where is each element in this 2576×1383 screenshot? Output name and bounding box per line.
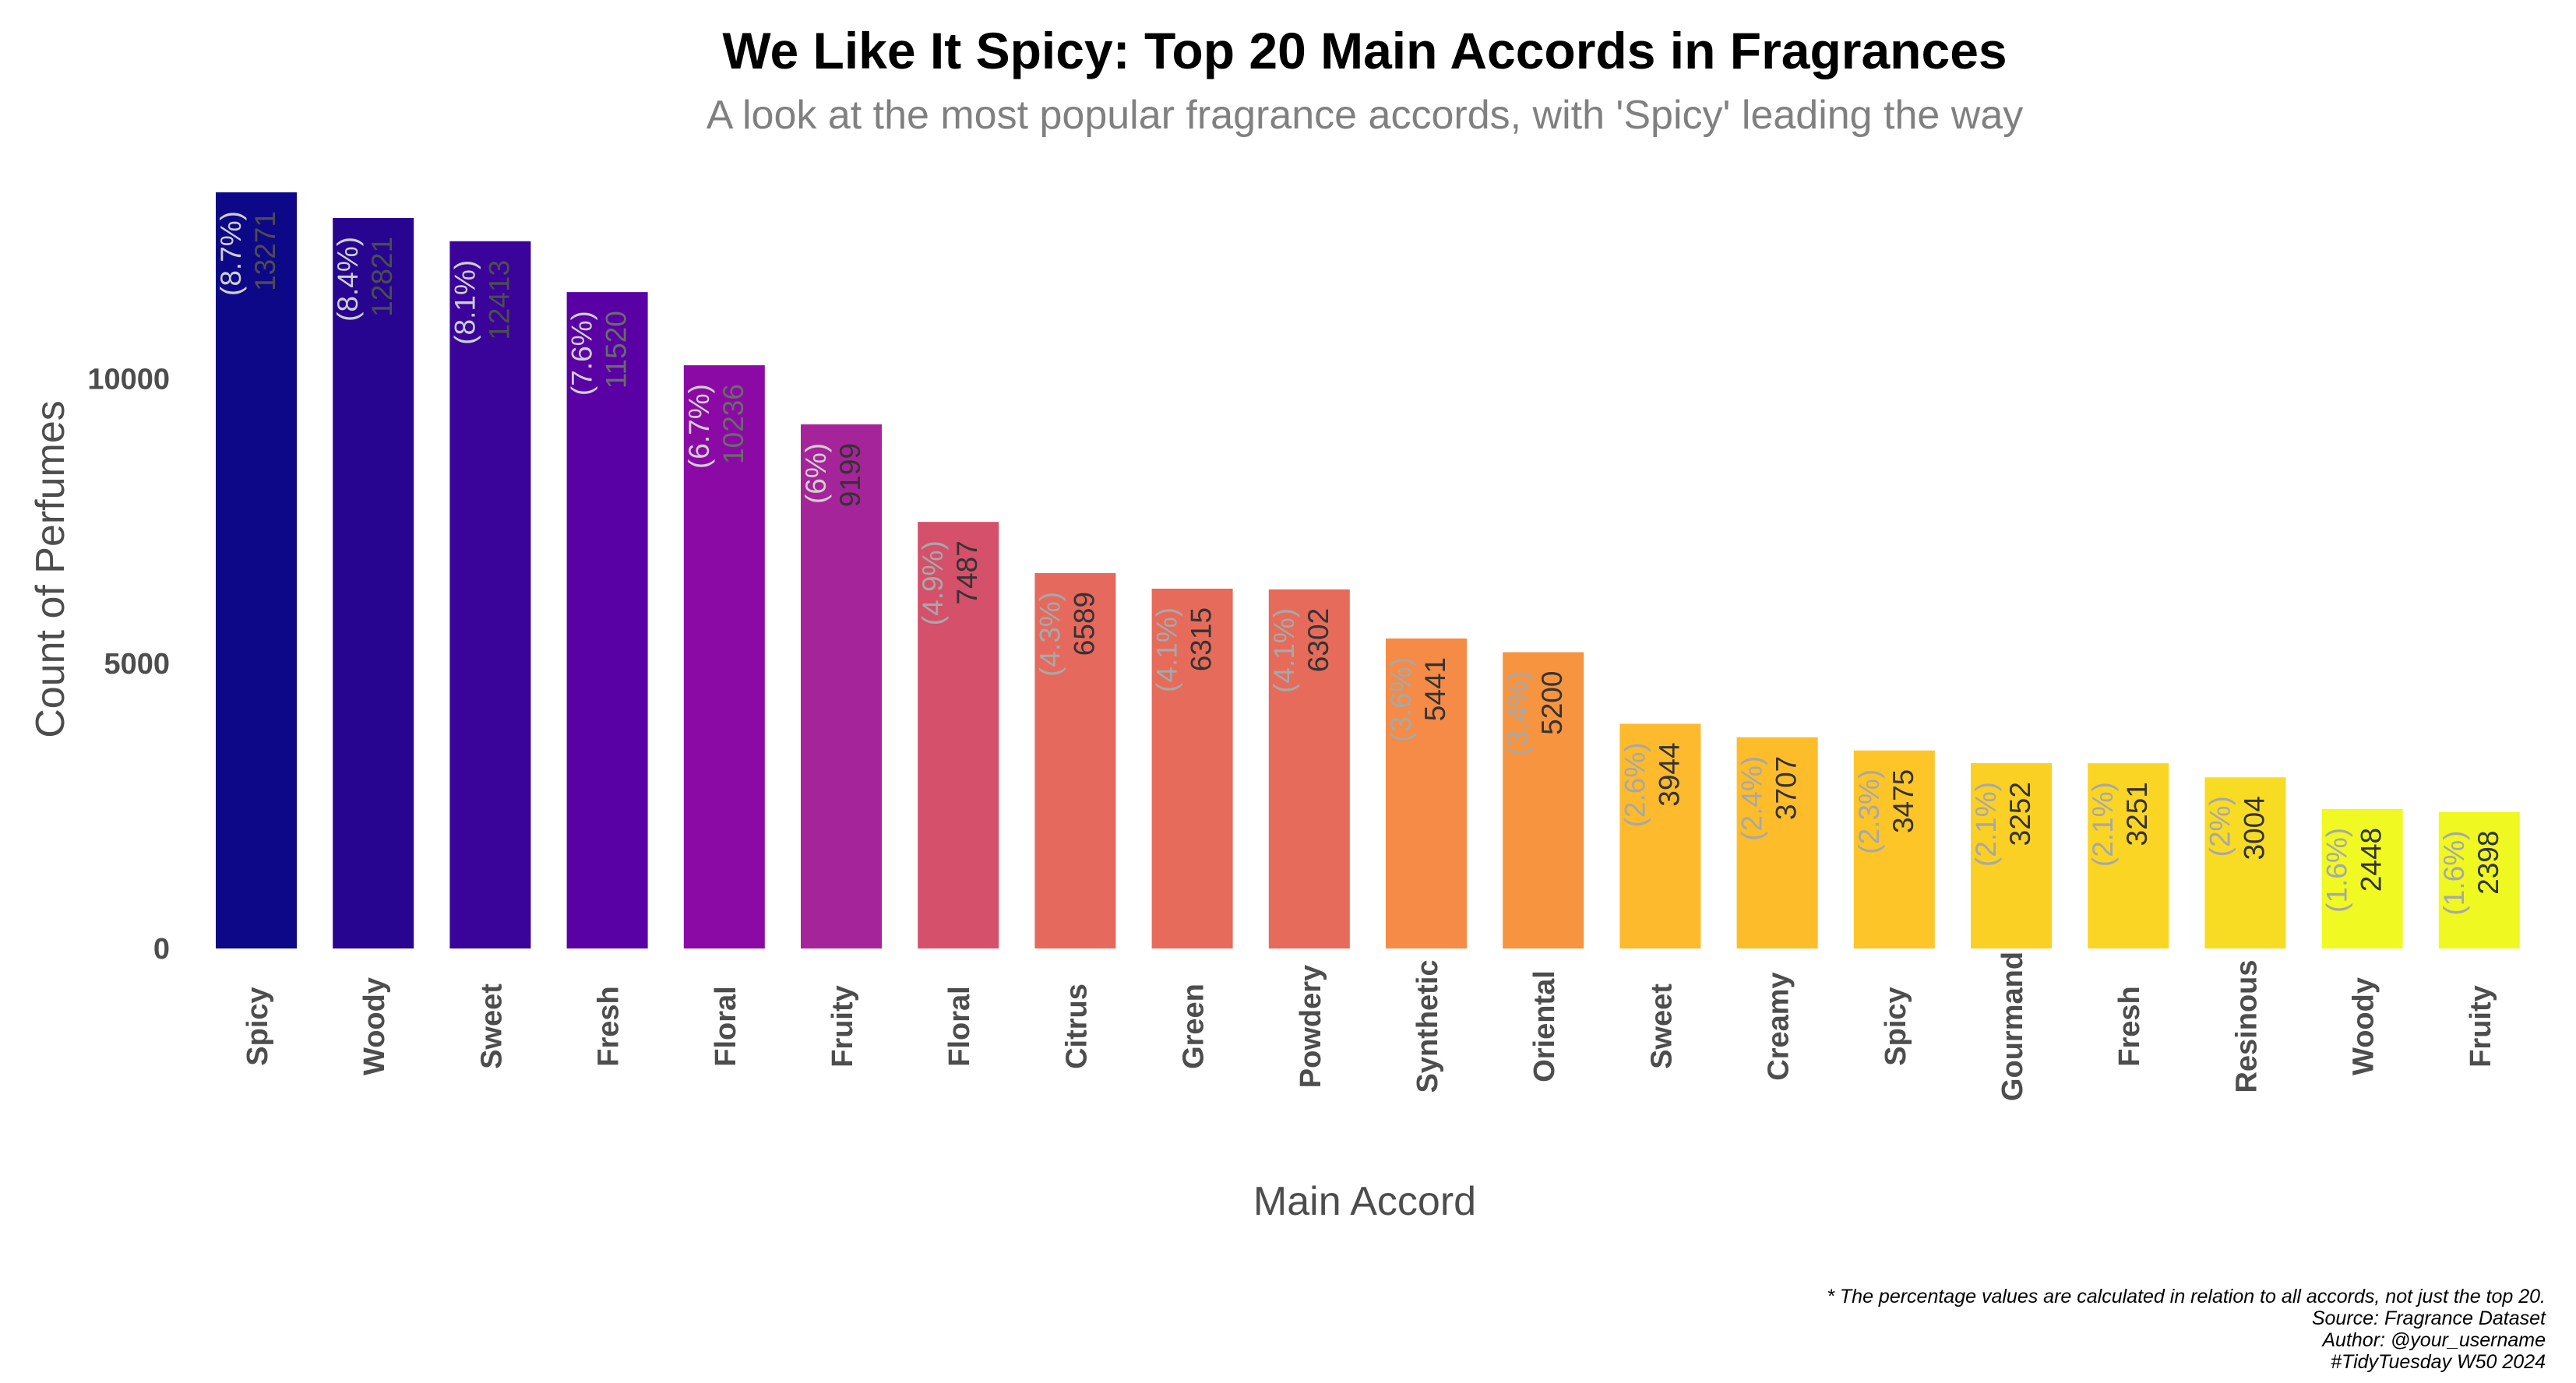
- x-tick-label: Fresh: [593, 986, 625, 1066]
- x-tick-label: Citrus: [1060, 984, 1093, 1069]
- percent-label: (2.3%): [1853, 769, 1885, 854]
- percent-label: (1.6%): [2321, 828, 2353, 913]
- x-tick-label: Fruity: [826, 985, 859, 1068]
- caption-line: * The percentage values are calculated i…: [1827, 1286, 2546, 1307]
- bar: [1736, 737, 1818, 948]
- value-label: 13271: [249, 211, 281, 291]
- percent-label: (3.6%): [1385, 657, 1417, 742]
- value-label: 12821: [366, 237, 398, 317]
- percent-label: (4.3%): [1034, 592, 1066, 677]
- x-tick-label: Woody: [2348, 977, 2380, 1075]
- bar: [449, 241, 531, 948]
- x-tick-label: Spicy: [1880, 987, 1912, 1065]
- percent-label: (1.6%): [2438, 831, 2470, 916]
- percent-label: (3.4%): [1502, 671, 1534, 756]
- y-tick-label: 10000: [87, 363, 170, 396]
- percent-label: (6%): [800, 443, 832, 504]
- bar: [1268, 589, 1350, 948]
- value-label: 3944: [1653, 742, 1685, 806]
- x-tick-label: Floral: [943, 986, 976, 1066]
- value-label: 3004: [2238, 796, 2270, 860]
- x-tick-label: Creamy: [1763, 972, 1795, 1080]
- percent-label: (4.1%): [1151, 607, 1183, 692]
- percent-label: (2.1%): [1970, 782, 2002, 867]
- percent-label: (2.6%): [1619, 742, 1651, 827]
- bar-labels-group: (8.7%) 13271 (8.4%) 12821 (8.1%) 12413(7.6%) 1…: [215, 211, 2504, 916]
- bar: [216, 192, 297, 948]
- bar: [1619, 723, 1701, 948]
- value-label: 3475: [1887, 769, 1919, 833]
- value-label: 5441: [1419, 657, 1451, 721]
- x-tick-label: Oriental: [1528, 970, 1561, 1082]
- percent-label: (8.7%): [215, 211, 247, 296]
- caption-block: * The percentage values are calculated i…: [1827, 1286, 2546, 1373]
- value-label: 2448: [2356, 828, 2387, 892]
- percent-label: (8.4%): [332, 237, 364, 322]
- bar: [1034, 572, 1116, 948]
- x-tick-label: Fruity: [2465, 985, 2497, 1068]
- bar: [2088, 763, 2169, 948]
- y-tick-label: 0: [153, 933, 170, 966]
- caption-line: Author: @your_username: [2321, 1329, 2546, 1351]
- bar: [1971, 763, 2052, 948]
- value-label: 3252: [2004, 782, 2036, 846]
- x-tick-label: Gourmand: [1996, 952, 2029, 1101]
- percent-label: (4.9%): [917, 540, 949, 625]
- bar: [683, 365, 765, 948]
- bars-group: [216, 192, 2520, 949]
- bar: [918, 522, 999, 948]
- percent-label: (2.4%): [1736, 756, 1768, 841]
- x-tick-label: Resinous: [2230, 959, 2263, 1093]
- bar: [1503, 652, 1584, 948]
- x-axis-title: Main Accord: [1253, 1179, 1476, 1224]
- y-axis-ticks: 0 5000 10000: [87, 363, 170, 966]
- percent-label: (2.1%): [2087, 782, 2119, 867]
- chart-title: We Like It Spicy: Top 20 Main Accords in…: [722, 22, 2007, 79]
- value-label: 10236: [717, 384, 749, 464]
- x-tick-label: Spicy: [241, 987, 274, 1065]
- bar: [1853, 750, 1935, 948]
- percent-label: (4.1%): [1268, 608, 1300, 693]
- bar: [2321, 808, 2403, 948]
- value-label: 5200: [1536, 671, 1568, 735]
- x-tick-label: Floral: [710, 986, 742, 1066]
- percent-label: (8.1%): [449, 260, 481, 345]
- value-label: 2398: [2472, 831, 2504, 895]
- x-tick-label: Powdery: [1295, 965, 1327, 1088]
- value-label: 11520: [601, 311, 633, 389]
- x-axis-ticks: Spicy Woody Sweet Fresh Floral Fruity Floral Ci…: [241, 952, 2497, 1101]
- percent-label: (7.6%): [566, 311, 598, 396]
- bar: [2438, 811, 2520, 948]
- percent-label: (6.7%): [683, 384, 715, 469]
- bar: [333, 217, 414, 948]
- percent-label: (2%): [2204, 796, 2236, 857]
- value-label: 6589: [1068, 592, 1100, 656]
- x-tick-label: Woody: [358, 977, 391, 1075]
- bar: [566, 292, 648, 949]
- value-label: 9199: [834, 443, 866, 507]
- value-label: 3251: [2121, 782, 2153, 846]
- bar: [1151, 588, 1233, 948]
- x-tick-label: Sweet: [475, 984, 508, 1069]
- bar: [1386, 638, 1467, 948]
- value-label: 6302: [1302, 608, 1334, 672]
- caption-line: #TidyTuesday W50 2024: [2331, 1351, 2546, 1373]
- caption-line: Source: Fragrance Dataset: [2312, 1307, 2546, 1329]
- value-label: 12413: [483, 260, 515, 340]
- x-tick-label: Green: [1178, 984, 1210, 1069]
- x-tick-label: Sweet: [1645, 984, 1678, 1069]
- x-tick-label: Fresh: [2113, 986, 2146, 1066]
- value-label: 7487: [951, 540, 983, 604]
- x-tick-label: Synthetic: [1411, 959, 1444, 1093]
- bar: [801, 424, 882, 948]
- y-tick-label: 5000: [104, 648, 170, 681]
- value-label: 6315: [1186, 607, 1218, 671]
- bar: [2204, 777, 2286, 948]
- value-label: 3707: [1771, 756, 1802, 820]
- y-axis-title: Count of Perfumes: [28, 400, 73, 738]
- chart-subtitle: A look at the most popular fragrance acc…: [707, 93, 2024, 138]
